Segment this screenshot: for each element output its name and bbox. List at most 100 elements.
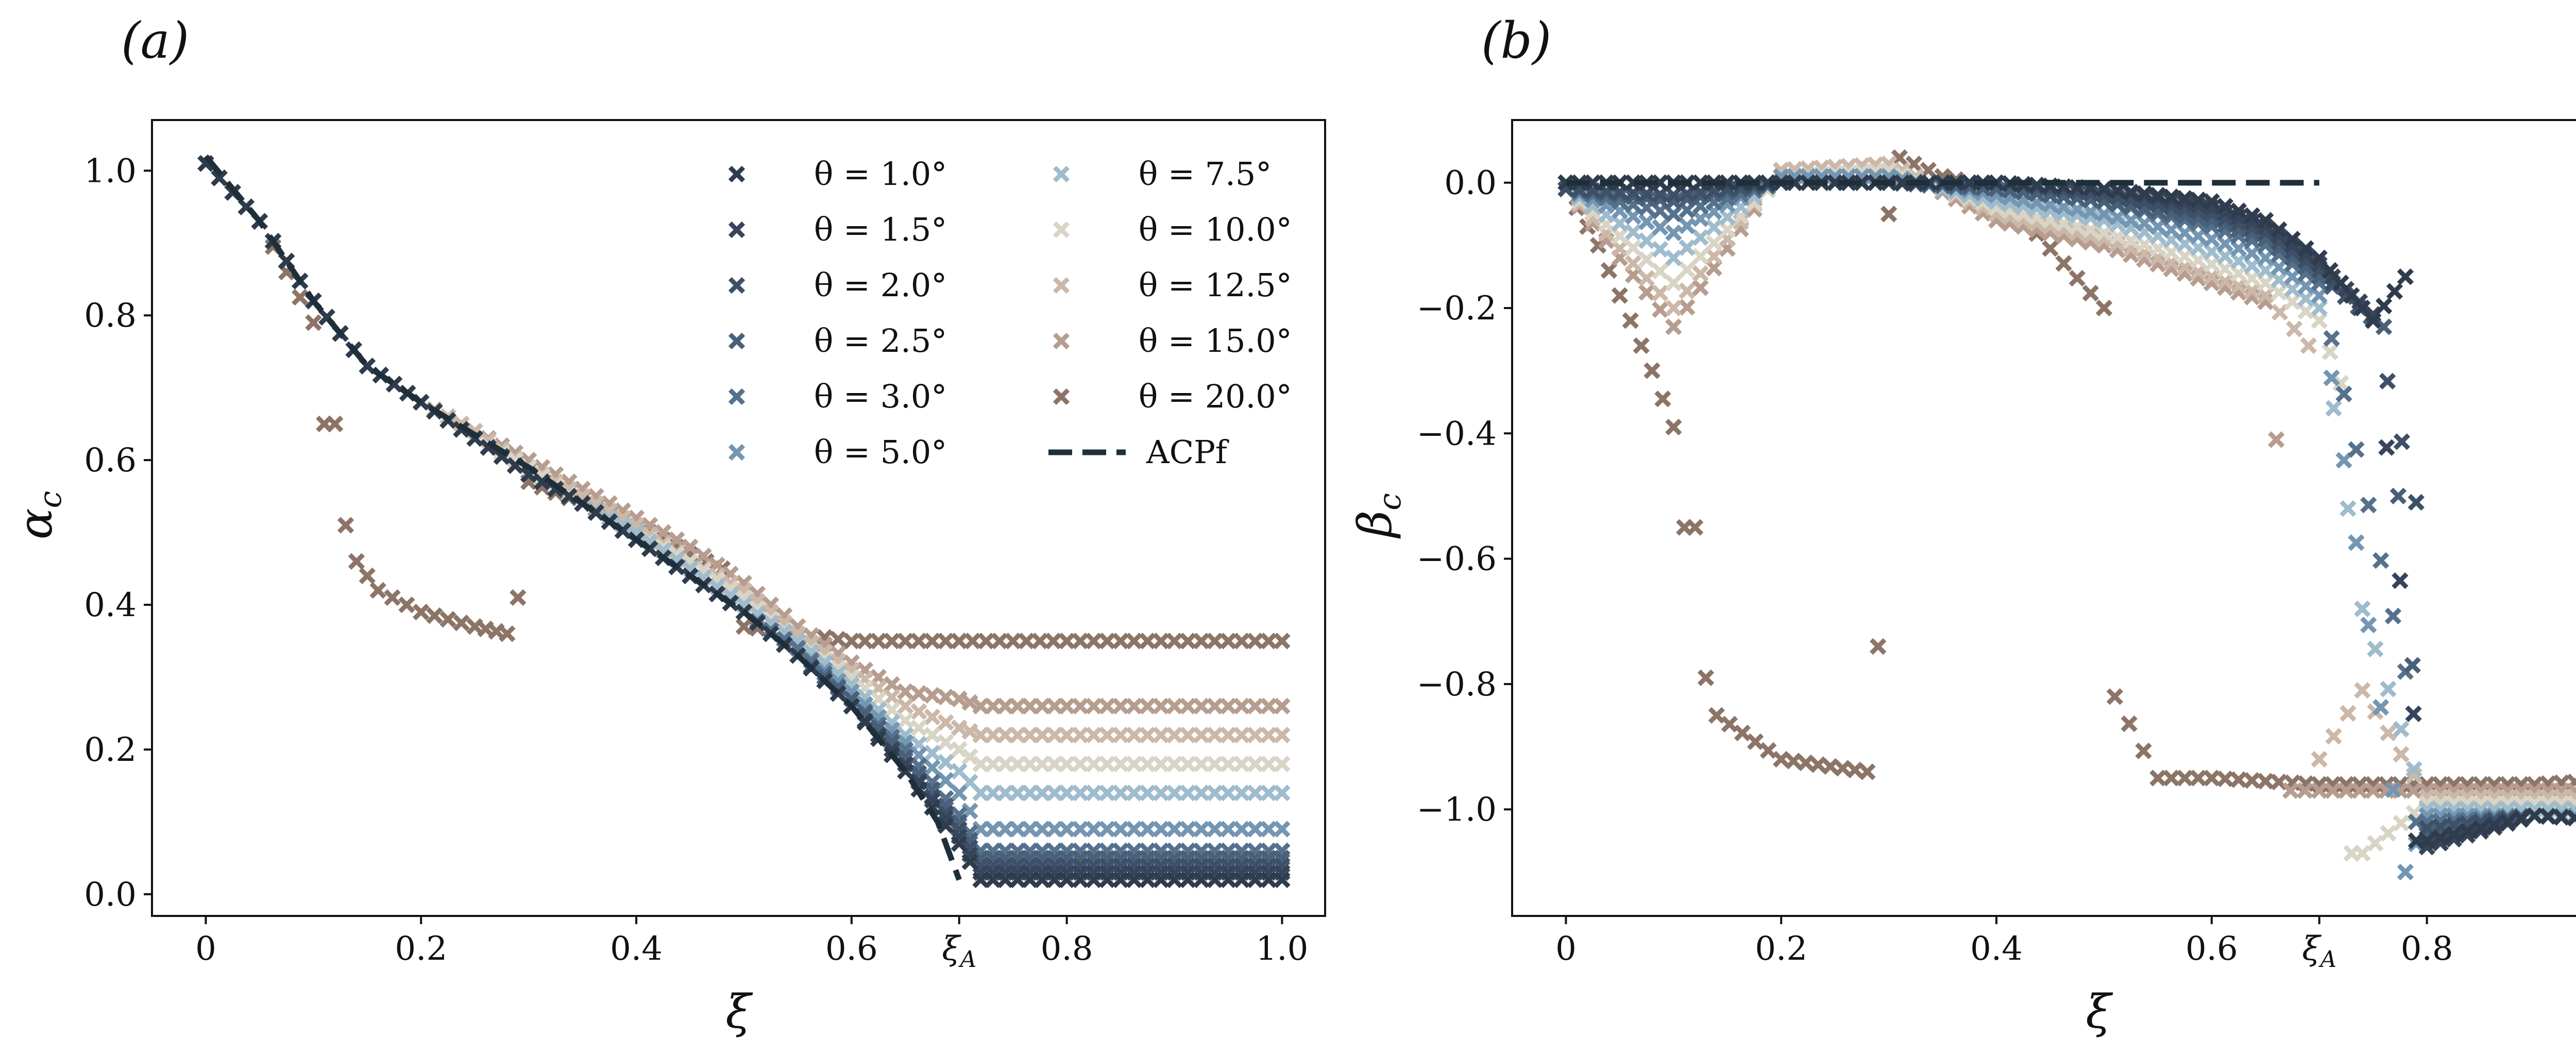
data-point [1219, 821, 1237, 838]
data-point [1193, 871, 1210, 888]
data-point [2404, 657, 2421, 674]
data-point [1085, 633, 1103, 650]
data-point [2384, 607, 2402, 624]
series-20.0-deg [1557, 149, 2576, 793]
x-tick-label-xi-a: ξA [942, 930, 976, 973]
data-point [2384, 781, 2402, 798]
data-point [937, 817, 954, 834]
legend-marker [1053, 221, 1070, 239]
data-point [1139, 871, 1156, 888]
data-point [1679, 217, 1696, 234]
data-point [1797, 754, 1815, 772]
data-point [2321, 343, 2338, 361]
data-point [1679, 282, 1696, 299]
legend-item: θ = 2.5° [728, 322, 947, 360]
data-point [883, 676, 901, 693]
x-tick-label: 0 [1555, 930, 1577, 968]
series-1.0-deg [197, 155, 1291, 888]
data-point [2149, 186, 2166, 204]
data-point [2190, 191, 2207, 209]
data-point [951, 690, 968, 707]
legend-item: θ = 2.0° [728, 266, 947, 304]
data-point [2392, 572, 2409, 589]
data-point [1058, 755, 1075, 773]
data-point [2109, 228, 2126, 245]
data-point [2216, 248, 2234, 265]
data-point [1692, 265, 1709, 282]
data-point [1719, 221, 1736, 239]
data-point [1652, 284, 1669, 302]
data-point [1153, 755, 1170, 773]
data-point [829, 659, 846, 677]
data-point [2082, 185, 2099, 202]
data-point [1021, 755, 1039, 773]
data-point [2135, 742, 2152, 759]
data-point [2360, 616, 2377, 634]
data-point [937, 804, 954, 822]
y-tick-label: 0.0 [1444, 164, 1497, 202]
data-point [985, 726, 1002, 744]
data-point [951, 835, 968, 852]
data-point [2203, 230, 2221, 248]
data-point [2566, 809, 2576, 827]
x-tick-label: 0 [195, 930, 216, 968]
data-point [883, 728, 901, 745]
data-point [924, 759, 941, 776]
panel-b-axes: 00.20.40.60.81.0ξA0.0−0.2−0.4−0.6−0.8−1.… [1417, 164, 2453, 973]
data-point [2216, 198, 2234, 215]
data-point [1665, 224, 1682, 242]
data-point [1193, 755, 1210, 773]
y-tick-label: −0.4 [1417, 415, 1497, 453]
series-3.0-deg [1557, 174, 2576, 830]
data-point [2284, 268, 2301, 285]
series-5.0-deg [1557, 168, 2576, 881]
data-point [1809, 756, 1827, 773]
data-point [1206, 698, 1224, 715]
data-point [1085, 821, 1103, 838]
data-point [1692, 188, 1709, 206]
data-point [972, 755, 989, 773]
data-point [2393, 814, 2410, 832]
data-point [937, 688, 954, 706]
data-point [2163, 188, 2180, 206]
data-point [2284, 230, 2301, 248]
data-point [1166, 821, 1183, 838]
data-point [2405, 761, 2422, 778]
data-point [1058, 785, 1075, 802]
data-point [2055, 182, 2072, 199]
legend-item: θ = 1.0° [728, 155, 947, 193]
data-point [413, 603, 430, 621]
data-point [2553, 809, 2570, 826]
data-point [1193, 633, 1210, 650]
data-point [2190, 227, 2207, 245]
data-point [1219, 726, 1237, 744]
data-point [1046, 785, 1063, 802]
data-point [961, 723, 978, 740]
data-point [1624, 188, 1642, 206]
series-12.5-deg [197, 155, 1291, 744]
data-point [2445, 830, 2463, 848]
data-point [883, 741, 901, 758]
data-point [1139, 755, 1156, 773]
data-point [1247, 821, 1264, 838]
data-point [1098, 726, 1116, 744]
data-point [2190, 197, 2207, 214]
data-point [2176, 195, 2193, 212]
data-point [1179, 726, 1196, 744]
data-point [1665, 186, 1682, 204]
legend-item: θ = 20.0° [1053, 378, 1292, 415]
data-point [2216, 273, 2234, 290]
x-tick-label-xi-a: ξA [2302, 930, 2336, 973]
data-point [1247, 871, 1264, 888]
data-point [2325, 400, 2342, 417]
legend-marker [1053, 277, 1070, 294]
data-point [1708, 707, 1725, 724]
data-point [2284, 281, 2301, 298]
data-point [2340, 705, 2357, 722]
data-point [2297, 302, 2314, 320]
data-point [2354, 845, 2371, 862]
data-point [1719, 174, 1736, 191]
data-point [2343, 287, 2360, 304]
data-point [2539, 808, 2556, 825]
data-point [2243, 207, 2261, 224]
